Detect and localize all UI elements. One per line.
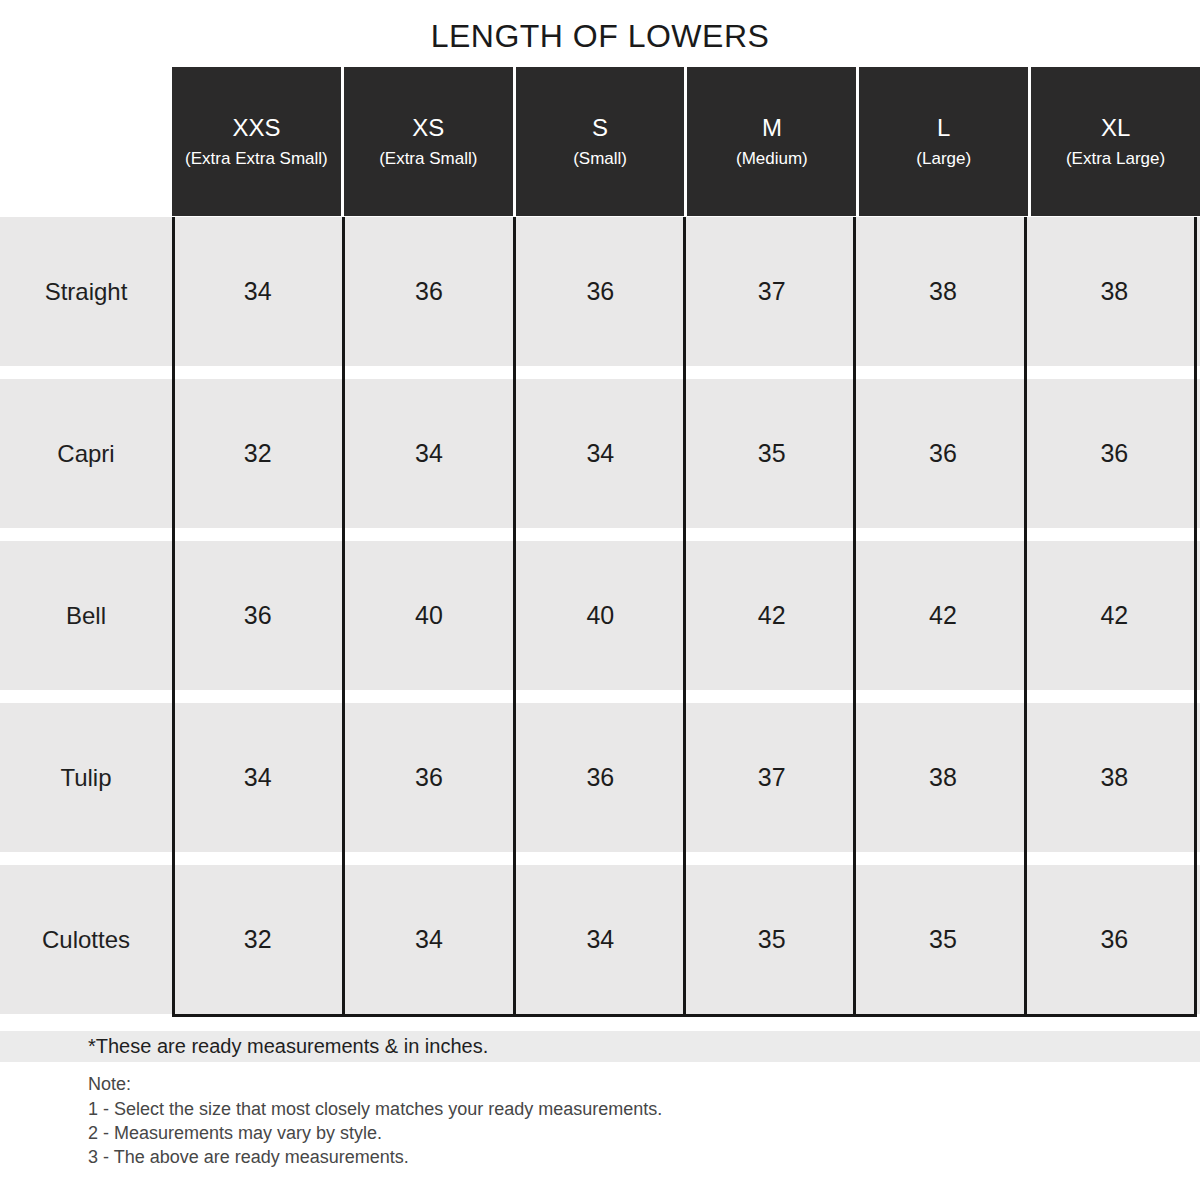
- measurement-cell: 38: [857, 217, 1028, 366]
- grid-right-border: [1194, 217, 1197, 1017]
- table-body: Straight343636373838Capri323434353636Bel…: [0, 217, 1200, 1017]
- column-header-xxs: XXS (Extra Extra Small): [172, 67, 341, 216]
- notes-section: Note: 1 - Select the size that most clos…: [88, 1072, 1088, 1169]
- size-code: L: [937, 116, 950, 140]
- size-code: M: [762, 116, 782, 140]
- row-values: 343636373838: [172, 217, 1200, 366]
- measurement-cell: 35: [857, 865, 1028, 1014]
- notes-heading: Note:: [88, 1072, 1088, 1096]
- size-full-name: (Large): [916, 150, 971, 167]
- size-chart-page: LENGTH OF LOWERS XXS(Extra Extra Small)X…: [0, 0, 1200, 1200]
- measurement-cell: 36: [515, 703, 686, 852]
- size-code: XS: [412, 116, 444, 140]
- row-label: Culottes: [0, 865, 172, 1014]
- size-code: S: [592, 116, 608, 140]
- table-row-tulip: Tulip343636373838: [0, 703, 1200, 852]
- row-values: 323434353636: [172, 379, 1200, 528]
- measurement-cell: 35: [686, 379, 857, 528]
- note-line-3: 3 - The above are ready measurements.: [88, 1145, 1088, 1169]
- measurement-cell: 34: [343, 379, 514, 528]
- size-full-name: (Small): [573, 150, 627, 167]
- measurement-cell: 35: [686, 865, 857, 1014]
- footnote-text: *These are ready measurements & in inche…: [0, 1035, 488, 1058]
- grid-column-rule: [683, 217, 686, 1017]
- measurement-cell: 36: [1029, 865, 1200, 1014]
- grid-column-rule: [342, 217, 345, 1017]
- measurement-cell: 40: [515, 541, 686, 690]
- row-values: 343636373838: [172, 703, 1200, 852]
- measurement-cell: 36: [343, 217, 514, 366]
- table-row-bell: Bell364040424242: [0, 541, 1200, 690]
- measurement-cell: 36: [857, 379, 1028, 528]
- size-code: XXS: [232, 116, 280, 140]
- measurement-cell: 34: [172, 703, 343, 852]
- row-label: Tulip: [0, 703, 172, 852]
- row-values: 364040424242: [172, 541, 1200, 690]
- size-full-name: (Extra Extra Small): [185, 150, 328, 167]
- measurement-cell: 38: [857, 703, 1028, 852]
- measurement-cell: 37: [686, 217, 857, 366]
- measurement-cell: 34: [515, 379, 686, 528]
- measurement-cell: 36: [343, 703, 514, 852]
- measurement-cell: 32: [172, 379, 343, 528]
- grid-bottom-border: [172, 1014, 1197, 1017]
- note-line-2: 2 - Measurements may vary by style.: [88, 1121, 1088, 1145]
- footnote-band: *These are ready measurements & in inche…: [0, 1031, 1200, 1062]
- measurement-cell: 34: [515, 865, 686, 1014]
- row-label: Bell: [0, 541, 172, 690]
- size-full-name: (Extra Large): [1066, 150, 1165, 167]
- column-header-m: M (Medium): [687, 67, 856, 216]
- measurement-cell: 32: [172, 865, 343, 1014]
- grid-column-rule: [853, 217, 856, 1017]
- page-title: LENGTH OF LOWERS: [0, 18, 1200, 55]
- row-label: Straight: [0, 217, 172, 366]
- column-header-l: L (Large): [859, 67, 1028, 216]
- table-row-capri: Capri323434353636: [0, 379, 1200, 528]
- measurement-cell: 37: [686, 703, 857, 852]
- measurement-cell: 38: [1029, 217, 1200, 366]
- note-line-1: 1 - Select the size that most closely ma…: [88, 1097, 1088, 1121]
- row-values: 323434353536: [172, 865, 1200, 1014]
- grid-column-rule: [513, 217, 516, 1017]
- measurement-cell: 34: [172, 217, 343, 366]
- measurement-cell: 42: [686, 541, 857, 690]
- column-header-xs: XS (Extra Small): [344, 67, 513, 216]
- row-label: Capri: [0, 379, 172, 528]
- size-code: XL: [1101, 116, 1130, 140]
- table-row-straight: Straight343636373838: [0, 217, 1200, 366]
- measurement-cell: 40: [343, 541, 514, 690]
- size-full-name: (Extra Small): [379, 150, 477, 167]
- measurement-cell: 34: [343, 865, 514, 1014]
- grid-column-rule: [1024, 217, 1027, 1017]
- table-header-row: XXS (Extra Extra Small) XS (Extra Small) S (S…: [172, 67, 1200, 216]
- measurement-cell: 36: [515, 217, 686, 366]
- measurement-cell: 36: [172, 541, 343, 690]
- size-full-name: (Medium): [736, 150, 808, 167]
- measurement-cell: 36: [1029, 379, 1200, 528]
- measurement-cell: 38: [1029, 703, 1200, 852]
- measurement-cell: 42: [1029, 541, 1200, 690]
- column-header-s: S (Small): [516, 67, 685, 216]
- grid-left-border: [172, 217, 175, 1017]
- table-row-culottes: Culottes323434353536: [0, 865, 1200, 1014]
- measurement-cell: 42: [857, 541, 1028, 690]
- column-header-xl: XL (Extra Large): [1031, 67, 1200, 216]
